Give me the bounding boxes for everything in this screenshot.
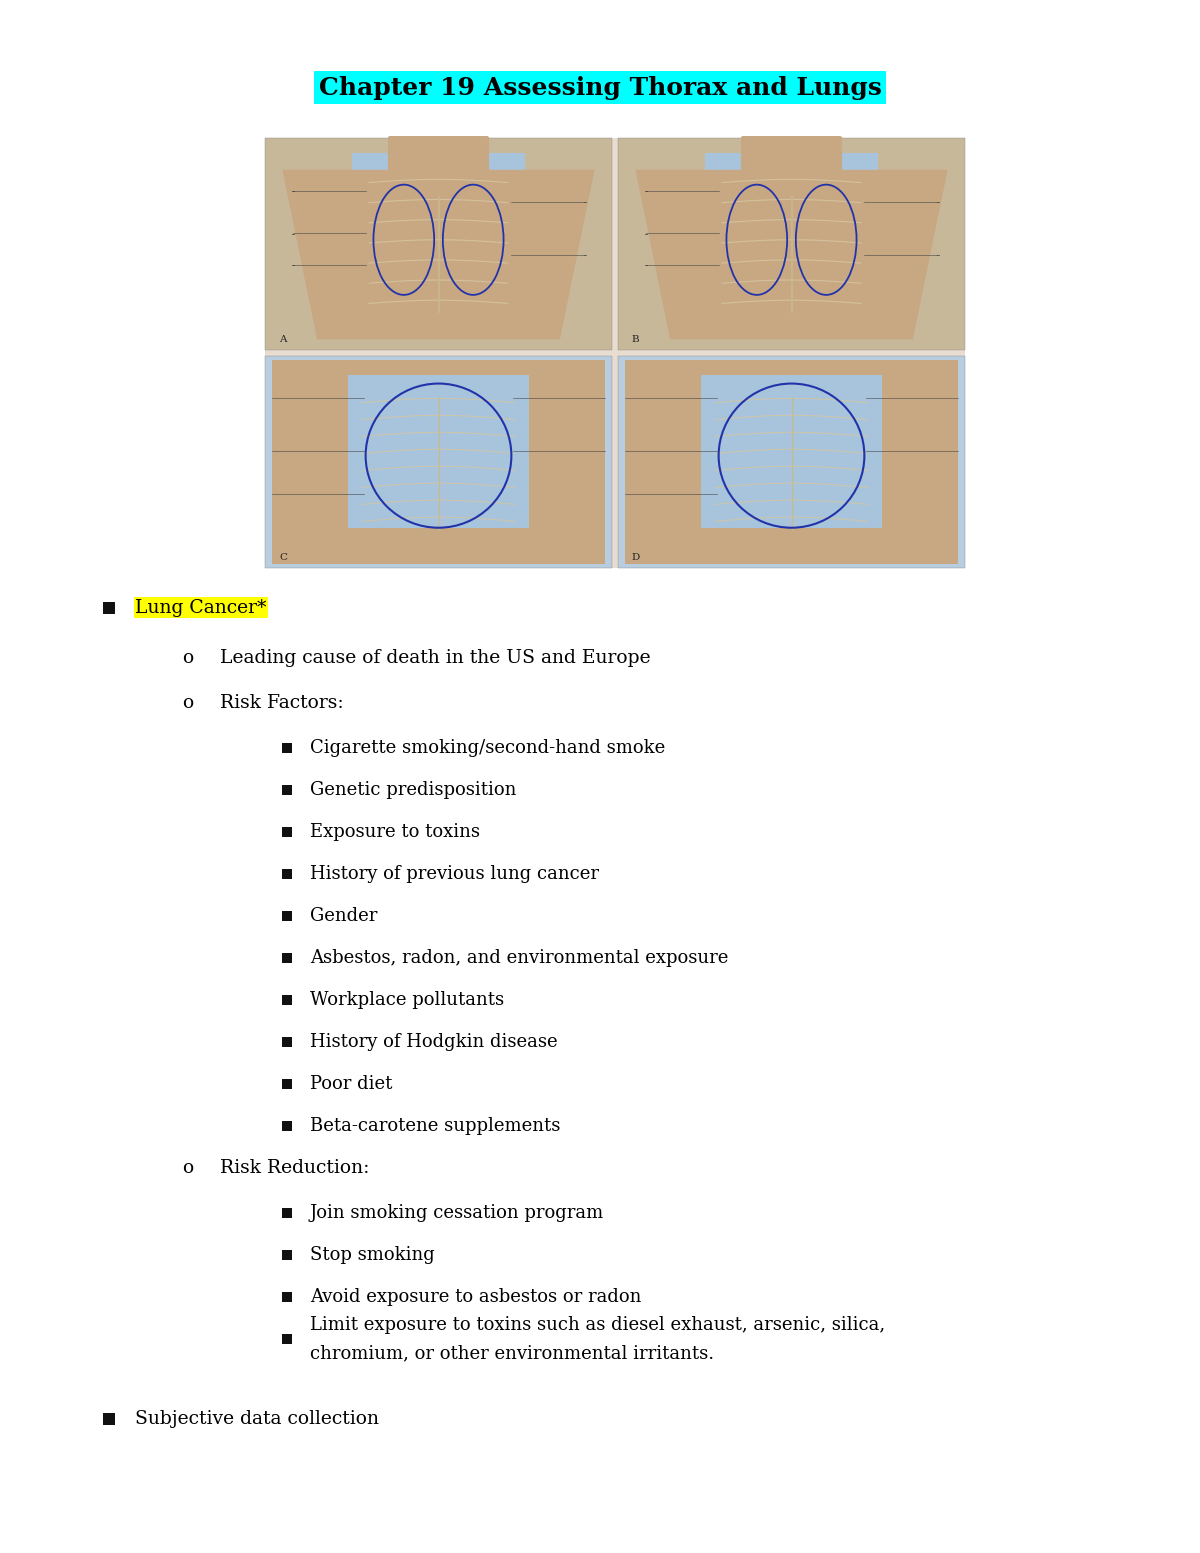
Text: o: o bbox=[182, 1159, 193, 1177]
Text: Risk Reduction:: Risk Reduction: bbox=[220, 1159, 370, 1177]
Text: Workplace pollutants: Workplace pollutants bbox=[310, 991, 504, 1009]
Text: Risk Factors:: Risk Factors: bbox=[220, 694, 343, 711]
Polygon shape bbox=[625, 360, 958, 564]
Bar bbox=[282, 828, 292, 837]
Text: Beta-carotene supplements: Beta-carotene supplements bbox=[310, 1117, 560, 1135]
Text: D: D bbox=[632, 553, 640, 562]
Text: ─: ─ bbox=[644, 262, 647, 267]
Bar bbox=[282, 995, 292, 1005]
Text: Stop smoking: Stop smoking bbox=[310, 1246, 434, 1264]
Text: ─: ─ bbox=[936, 199, 938, 203]
Bar bbox=[352, 152, 526, 318]
Text: ─: ─ bbox=[936, 252, 938, 258]
Text: Join smoking cessation program: Join smoking cessation program bbox=[310, 1204, 605, 1222]
Text: ─: ─ bbox=[292, 188, 294, 194]
Bar bbox=[103, 603, 115, 613]
Text: Chapter 19 Assessing Thorax and Lungs: Chapter 19 Assessing Thorax and Lungs bbox=[318, 76, 882, 99]
Polygon shape bbox=[635, 169, 948, 340]
Text: A: A bbox=[278, 334, 287, 343]
Bar bbox=[701, 376, 882, 528]
Bar bbox=[265, 138, 612, 349]
FancyBboxPatch shape bbox=[388, 137, 490, 186]
Text: Leading cause of death in the US and Europe: Leading cause of death in the US and Eur… bbox=[220, 649, 650, 666]
Text: ─: ─ bbox=[644, 231, 647, 236]
FancyBboxPatch shape bbox=[740, 137, 842, 186]
Text: History of previous lung cancer: History of previous lung cancer bbox=[310, 865, 599, 884]
Bar bbox=[618, 138, 965, 349]
Text: ─: ─ bbox=[644, 188, 647, 194]
Text: ─: ─ bbox=[583, 252, 586, 258]
Bar bbox=[265, 138, 965, 568]
Bar bbox=[348, 376, 529, 528]
Polygon shape bbox=[282, 169, 595, 340]
Text: o: o bbox=[182, 649, 193, 666]
Text: Lung Cancer*: Lung Cancer* bbox=[134, 599, 266, 617]
Text: ─: ─ bbox=[292, 231, 294, 236]
Text: ─: ─ bbox=[292, 262, 294, 267]
Text: Exposure to toxins: Exposure to toxins bbox=[310, 823, 480, 842]
Bar bbox=[282, 1037, 292, 1047]
Bar bbox=[265, 356, 612, 568]
Text: Gender: Gender bbox=[310, 907, 377, 926]
Text: C: C bbox=[278, 553, 287, 562]
Text: Asbestos, radon, and environmental exposure: Asbestos, radon, and environmental expos… bbox=[310, 949, 728, 968]
Text: ─: ─ bbox=[583, 199, 586, 203]
Bar bbox=[282, 1121, 292, 1131]
Bar bbox=[282, 784, 292, 795]
Bar bbox=[282, 1079, 292, 1089]
Text: Poor diet: Poor diet bbox=[310, 1075, 392, 1093]
Bar bbox=[618, 356, 965, 568]
Text: Genetic predisposition: Genetic predisposition bbox=[310, 781, 516, 798]
Bar bbox=[282, 1292, 292, 1301]
Text: Subjective data collection: Subjective data collection bbox=[134, 1410, 379, 1429]
Bar bbox=[282, 870, 292, 879]
Polygon shape bbox=[272, 360, 605, 564]
Bar bbox=[282, 1208, 292, 1218]
Bar bbox=[282, 742, 292, 753]
Text: History of Hodgkin disease: History of Hodgkin disease bbox=[310, 1033, 558, 1051]
Bar bbox=[282, 1250, 292, 1259]
Bar bbox=[282, 954, 292, 963]
Text: Cigarette smoking/second-hand smoke: Cigarette smoking/second-hand smoke bbox=[310, 739, 665, 756]
Text: Avoid exposure to asbestos or radon: Avoid exposure to asbestos or radon bbox=[310, 1287, 641, 1306]
Bar bbox=[103, 1413, 115, 1426]
Text: B: B bbox=[632, 334, 640, 343]
Bar bbox=[704, 152, 878, 318]
Bar bbox=[282, 1334, 292, 1343]
Bar bbox=[282, 912, 292, 921]
Text: o: o bbox=[182, 694, 193, 711]
Text: Limit exposure to toxins such as diesel exhaust, arsenic, silica,
chromium, or o: Limit exposure to toxins such as diesel … bbox=[310, 1315, 886, 1362]
